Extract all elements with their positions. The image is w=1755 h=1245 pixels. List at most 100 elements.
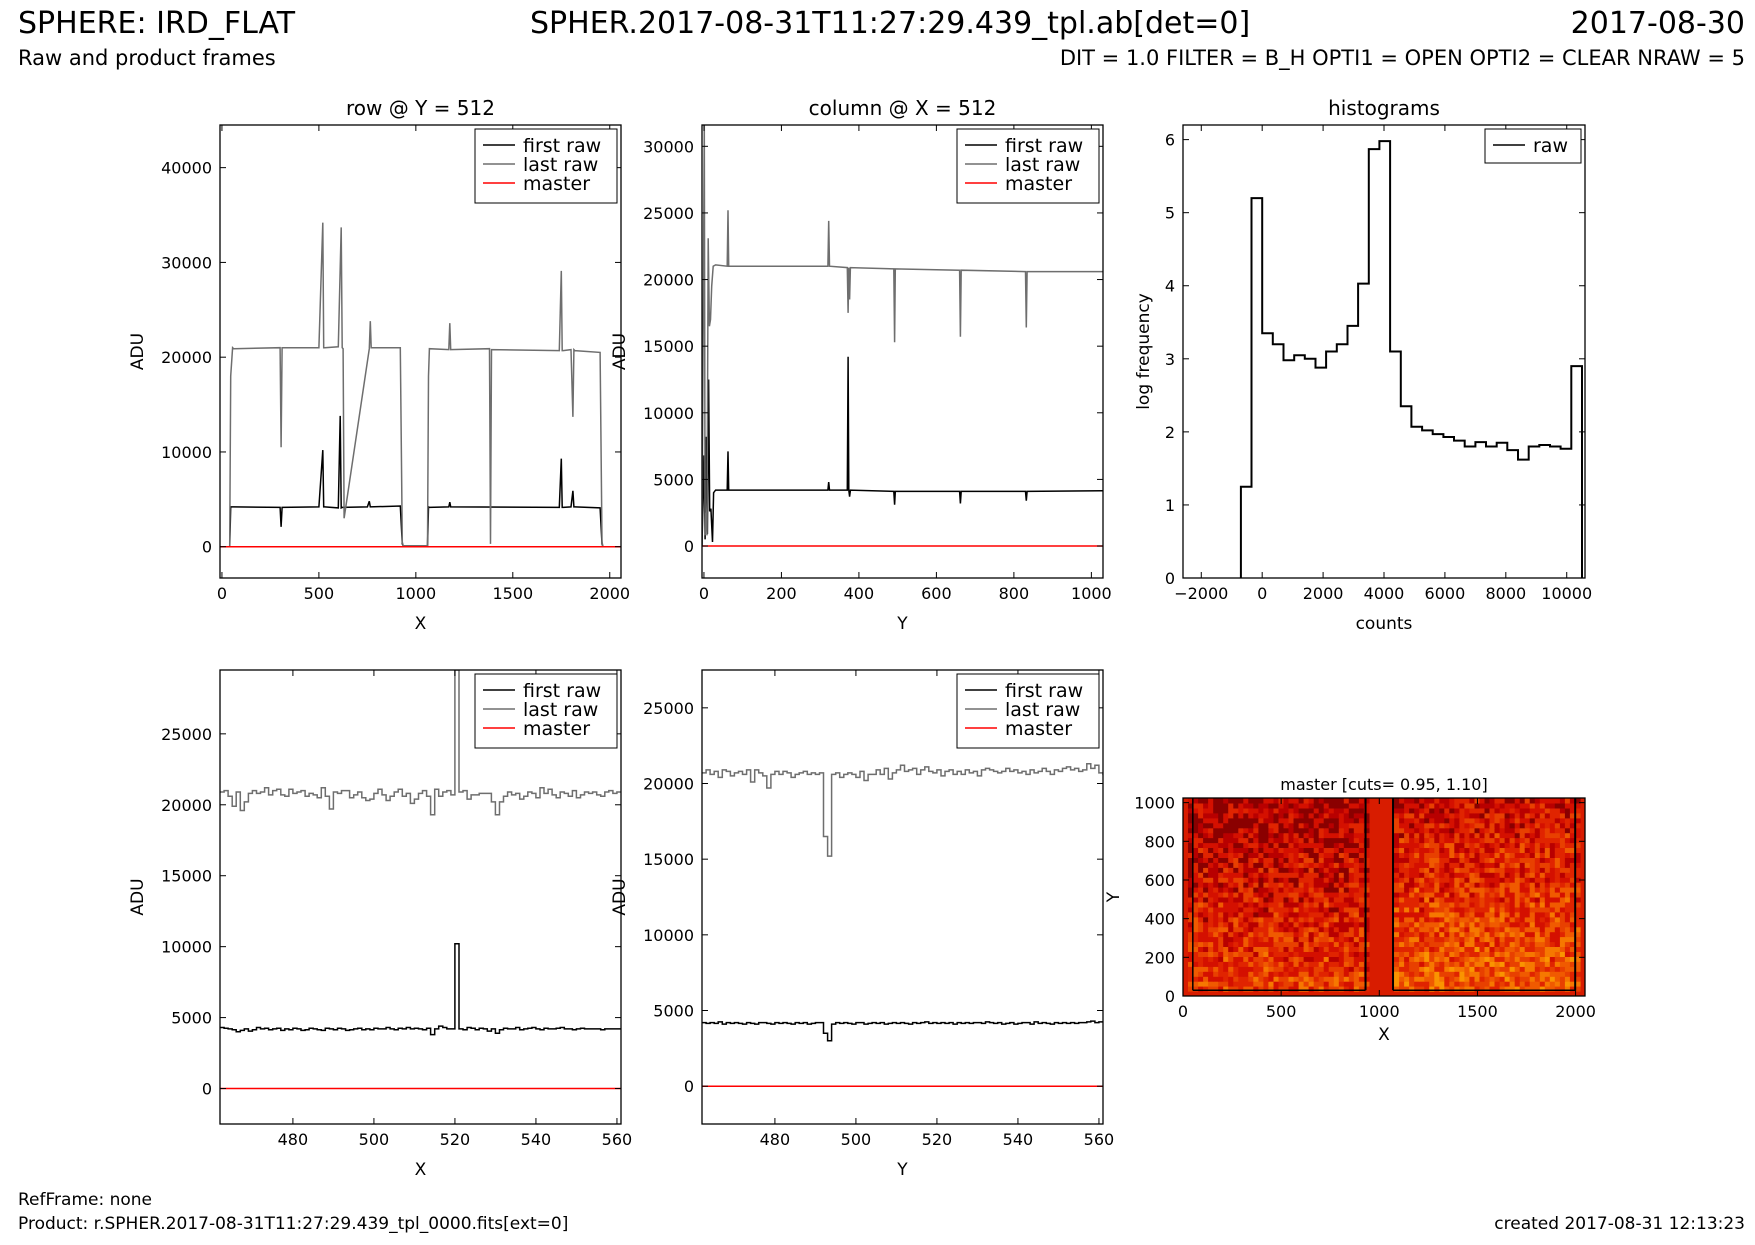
heatmap-cell — [1218, 872, 1224, 878]
heatmap-cell — [1464, 857, 1470, 863]
heatmap-cell — [1208, 867, 1214, 873]
heatmap-cell — [1318, 857, 1325, 863]
heatmap-cell — [1238, 892, 1244, 898]
heatmap-cell — [1193, 911, 1199, 918]
heatmap-cell — [1489, 817, 1496, 824]
heatmap-cell — [1348, 872, 1355, 878]
x-axis-label: counts — [1356, 614, 1413, 634]
heatmap-cell — [1434, 817, 1440, 824]
heatmap-cell — [1459, 867, 1465, 873]
heatmap-cell — [1429, 941, 1435, 947]
heatmap-cell — [1459, 803, 1465, 809]
heatmap-cell — [1575, 897, 1581, 903]
heatmap-cell — [1434, 847, 1440, 853]
heatmap-cell — [1559, 902, 1566, 908]
heatmap-cell — [1343, 887, 1350, 893]
series-last-raw — [220, 670, 621, 816]
heatmap-cell — [1308, 971, 1315, 977]
x-tick-label: 2000 — [1555, 1002, 1596, 1021]
heatmap-cell — [1218, 916, 1224, 923]
legend: raw — [1484, 128, 1582, 164]
heatmap-cell — [1504, 798, 1511, 804]
heatmap-cell — [1439, 877, 1445, 883]
y-tick-label: 0 — [202, 538, 212, 557]
heatmap-cell — [1554, 951, 1561, 957]
heatmap-cell — [1228, 837, 1234, 844]
heatmap-cell — [1494, 837, 1501, 844]
heatmap-cell — [1248, 812, 1254, 819]
heatmap-cell — [1575, 892, 1581, 898]
heatmap-cell — [1499, 966, 1506, 972]
heatmap-cell — [1273, 986, 1280, 992]
heatmap-cell — [1539, 882, 1546, 888]
heatmap-cell — [1318, 902, 1325, 908]
heatmap-cell — [1404, 931, 1410, 938]
heatmap-cell — [1188, 941, 1194, 947]
heatmap-cell — [1363, 857, 1370, 863]
heatmap-cell — [1228, 911, 1234, 918]
heatmap-cell — [1283, 882, 1290, 888]
heatmap-cell — [1223, 931, 1229, 938]
heatmap-cell — [1303, 941, 1310, 947]
heatmap-cell — [1188, 966, 1194, 972]
heatmap-cell — [1559, 887, 1566, 893]
heatmap-cell — [1353, 966, 1360, 972]
heatmap-cell — [1524, 842, 1531, 848]
heatmap-cell — [1534, 961, 1541, 967]
y-tick-label: 5 — [1165, 204, 1175, 223]
heatmap-cell — [1434, 976, 1440, 982]
heatmap-cell — [1434, 951, 1440, 957]
heatmap-cell — [1303, 847, 1310, 853]
heatmap-cell — [1298, 921, 1305, 928]
heatmap-cell — [1268, 981, 1274, 987]
heatmap-cell — [1318, 822, 1325, 829]
y-tick-label: 15000 — [161, 867, 212, 886]
heatmap-cell — [1263, 971, 1269, 977]
heatmap-cell — [1308, 842, 1315, 848]
legend-label: first raw — [523, 680, 601, 702]
heatmap-cell — [1519, 921, 1526, 928]
heatmap-cell — [1338, 862, 1345, 868]
heatmap-cell — [1238, 877, 1244, 883]
heatmap-cell — [1273, 897, 1280, 903]
heatmap-cell — [1203, 916, 1209, 923]
heatmap-cell — [1343, 956, 1350, 962]
heatmap-cell — [1253, 956, 1259, 962]
heatmap-cell — [1544, 906, 1551, 913]
heatmap-cell — [1539, 803, 1546, 809]
heatmap-cell — [1258, 887, 1264, 893]
heatmap-cell — [1283, 872, 1290, 878]
heatmap-cell — [1328, 966, 1335, 972]
heatmap-cell — [1188, 981, 1194, 987]
heatmap-cell — [1268, 852, 1274, 858]
heatmap-cell — [1469, 852, 1475, 858]
x-axis-label: Y — [896, 614, 908, 634]
heatmap-cell — [1504, 946, 1511, 952]
heatmap-cell — [1268, 862, 1274, 868]
heatmap-cell — [1454, 803, 1460, 809]
heatmap-cell — [1444, 842, 1450, 848]
heatmap-cell — [1343, 936, 1350, 943]
heatmap-cell — [1524, 946, 1531, 952]
heatmap-cell — [1213, 936, 1219, 943]
heatmap-cell — [1489, 981, 1496, 987]
heatmap-cell — [1273, 817, 1280, 824]
heatmap-cell — [1544, 951, 1551, 957]
heatmap-cell — [1283, 798, 1290, 804]
heatmap-cell — [1449, 946, 1455, 952]
heatmap-cell — [1484, 961, 1491, 967]
heatmap-cell — [1283, 936, 1290, 943]
heatmap-cell — [1569, 906, 1576, 913]
heatmap-cell — [1529, 946, 1536, 952]
heatmap-cell — [1569, 867, 1576, 873]
heatmap-cell — [1404, 887, 1410, 893]
heatmap-cell — [1409, 877, 1415, 883]
heatmap-cell — [1559, 798, 1566, 804]
heatmap-cell — [1363, 966, 1370, 972]
heatmap-cell — [1569, 803, 1576, 809]
series-first-raw — [220, 943, 621, 1036]
heatmap-cell — [1494, 892, 1501, 898]
heatmap-cell — [1343, 807, 1350, 814]
heatmap-cell — [1539, 921, 1546, 928]
heatmap-cell — [1514, 822, 1521, 829]
